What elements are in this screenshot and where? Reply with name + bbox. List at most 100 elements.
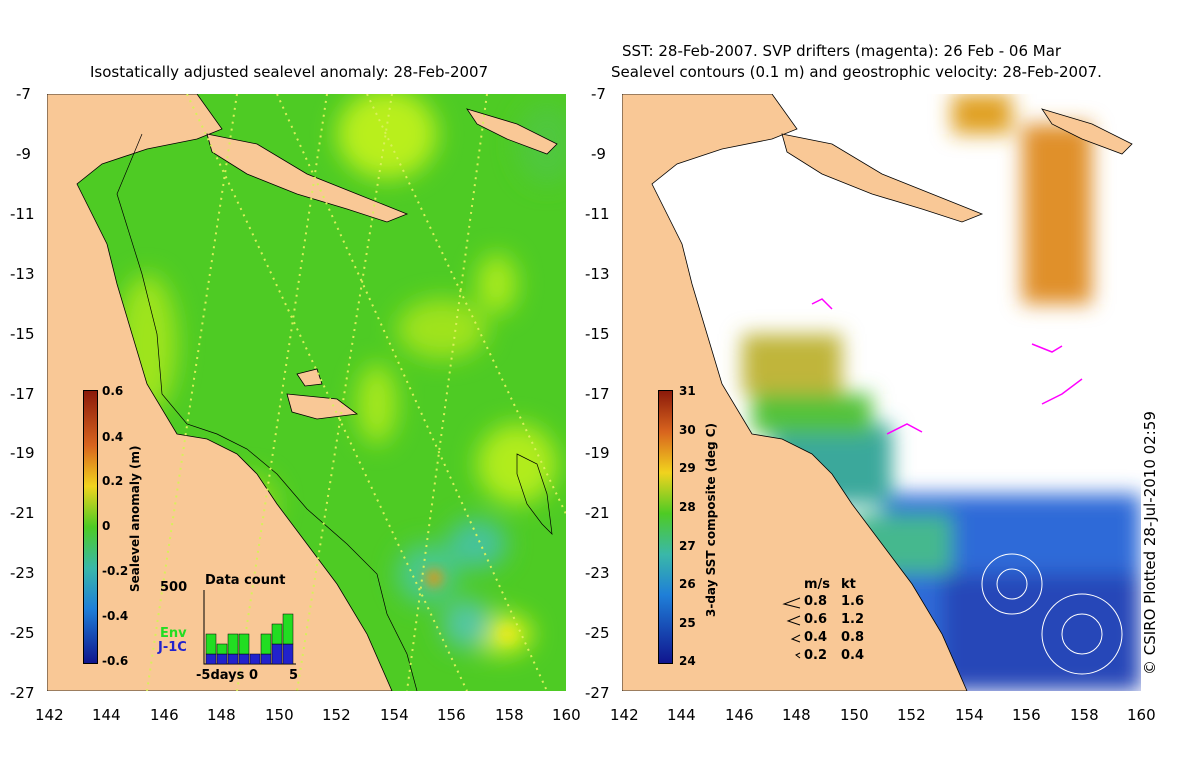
y-tick: -23 — [585, 564, 610, 582]
sealevel-colorbar — [83, 390, 98, 664]
x-tick: 148 — [207, 706, 236, 724]
x-tick: 148 — [782, 706, 811, 724]
data-count-bar-j1c — [260, 653, 272, 665]
x-tick: 150 — [265, 706, 294, 724]
australia-land-right — [622, 94, 968, 691]
y-tick: -27 — [10, 684, 35, 702]
x-tick: 160 — [1127, 706, 1156, 724]
x-tick: 144 — [667, 706, 696, 724]
csiro-credit: © CSIRO Plotted 28-Jul-2010 02:59 — [1141, 411, 1159, 675]
data-count-bar-j1c — [205, 653, 217, 665]
cb-tick: 27 — [679, 539, 696, 553]
y-tick: -21 — [585, 504, 610, 522]
data-count-bar-j1c — [271, 643, 283, 665]
y-tick: -13 — [585, 265, 610, 283]
left-sealevel-map — [47, 94, 566, 691]
cb-tick: 29 — [679, 461, 696, 475]
velocity-legend-header-ms: m/s — [804, 577, 831, 592]
velocity-legend-row: 0.8 — [841, 630, 865, 645]
x-tick: 150 — [840, 706, 869, 724]
x-tick: 146 — [725, 706, 754, 724]
y-tick: -19 — [10, 444, 35, 462]
data-count-bar-env — [205, 633, 217, 655]
y-tick: -15 — [10, 325, 35, 343]
data-count-bar-j1c — [227, 653, 239, 665]
cb-tick: 25 — [679, 616, 696, 630]
data-count-x-label: 0 — [249, 668, 259, 683]
data-count-bar-j1c — [238, 653, 250, 665]
data-count-bar-j1c — [216, 653, 228, 665]
x-tick: 160 — [552, 706, 581, 724]
velocity-legend-row: 1.6 — [841, 594, 865, 609]
velocity-legend-row: 0.4 — [841, 648, 865, 663]
x-tick: 158 — [495, 706, 524, 724]
y-tick: -17 — [585, 385, 610, 403]
data-count-title: Data count — [205, 573, 286, 588]
sealevel-colorbar-label: Sealevel anomaly (m) — [128, 445, 142, 592]
y-tick: -25 — [10, 624, 35, 642]
data-count-bar-j1c — [282, 643, 294, 665]
sst-colorbar — [658, 390, 673, 664]
cb-tick: 30 — [679, 423, 696, 437]
cb-tick: 0 — [102, 519, 111, 533]
x-tick: 156 — [437, 706, 466, 724]
right-map-title-line1: SST: 28-Feb-2007. SVP drifters (magenta)… — [622, 42, 1062, 60]
y-tick: -7 — [16, 85, 31, 103]
right-sst-map — [622, 94, 1141, 691]
data-count-bars — [203, 590, 296, 665]
data-count-j1c-legend: J-1C — [158, 640, 187, 655]
x-tick: 146 — [150, 706, 179, 724]
cb-tick: -0.6 — [102, 654, 129, 668]
data-count-bar-env — [260, 633, 272, 655]
cb-tick: -0.2 — [102, 564, 129, 578]
cb-tick: 0.6 — [102, 384, 124, 398]
data-count-bar-env — [216, 643, 228, 655]
velocity-legend-row: 0.2 — [804, 648, 828, 663]
y-tick: -25 — [585, 624, 610, 642]
x-tick: 142 — [610, 706, 639, 724]
x-tick: 156 — [1012, 706, 1041, 724]
y-tick: -11 — [585, 205, 610, 223]
x-tick: 142 — [35, 706, 64, 724]
data-count-x-label: 5 — [289, 668, 299, 683]
australia-land-left — [47, 94, 393, 691]
velocity-legend-header-kt: kt — [841, 577, 856, 592]
velocity-legend-row: 0.8 — [804, 594, 828, 609]
y-tick: -21 — [10, 504, 35, 522]
sst-colorbar-label: 3-day SST composite (deg C) — [704, 422, 718, 617]
cb-tick: 0.2 — [102, 474, 124, 488]
cb-tick: 0.4 — [102, 430, 124, 444]
y-tick: -9 — [16, 145, 31, 163]
data-count-x-label: -5days — [196, 668, 245, 683]
left-map-title: Isostatically adjusted sealevel anomaly:… — [90, 63, 489, 81]
data-count-bar-env — [271, 623, 283, 645]
cb-tick: 31 — [679, 384, 696, 398]
cb-tick: 24 — [679, 654, 696, 668]
y-tick: -11 — [10, 205, 35, 223]
right-map-title-line2: Sealevel contours (0.1 m) and geostrophi… — [611, 63, 1102, 81]
y-tick: -9 — [591, 145, 606, 163]
data-count-bar-env — [282, 613, 294, 645]
y-tick: -27 — [585, 684, 610, 702]
x-tick: 152 — [322, 706, 351, 724]
x-tick: 152 — [897, 706, 926, 724]
velocity-legend-row: 1.2 — [841, 612, 865, 627]
x-tick: 144 — [92, 706, 121, 724]
x-tick: 154 — [380, 706, 409, 724]
y-tick: -23 — [10, 564, 35, 582]
velocity-legend-row: 0.6 — [804, 612, 828, 627]
x-tick: 154 — [955, 706, 984, 724]
cb-tick: -0.4 — [102, 609, 129, 623]
data-count-bar-env — [227, 633, 239, 655]
y-tick: -15 — [585, 325, 610, 343]
cb-tick: 28 — [679, 500, 696, 514]
y-tick: -17 — [10, 385, 35, 403]
data-count-ymax: 500 — [160, 580, 188, 595]
y-tick: -13 — [10, 265, 35, 283]
data-count-bar-env — [238, 633, 250, 655]
x-tick: 158 — [1070, 706, 1099, 724]
data-count-bar-j1c — [249, 653, 261, 665]
y-tick: -19 — [585, 444, 610, 462]
velocity-legend-arrows — [782, 597, 801, 659]
y-tick: -7 — [591, 85, 606, 103]
